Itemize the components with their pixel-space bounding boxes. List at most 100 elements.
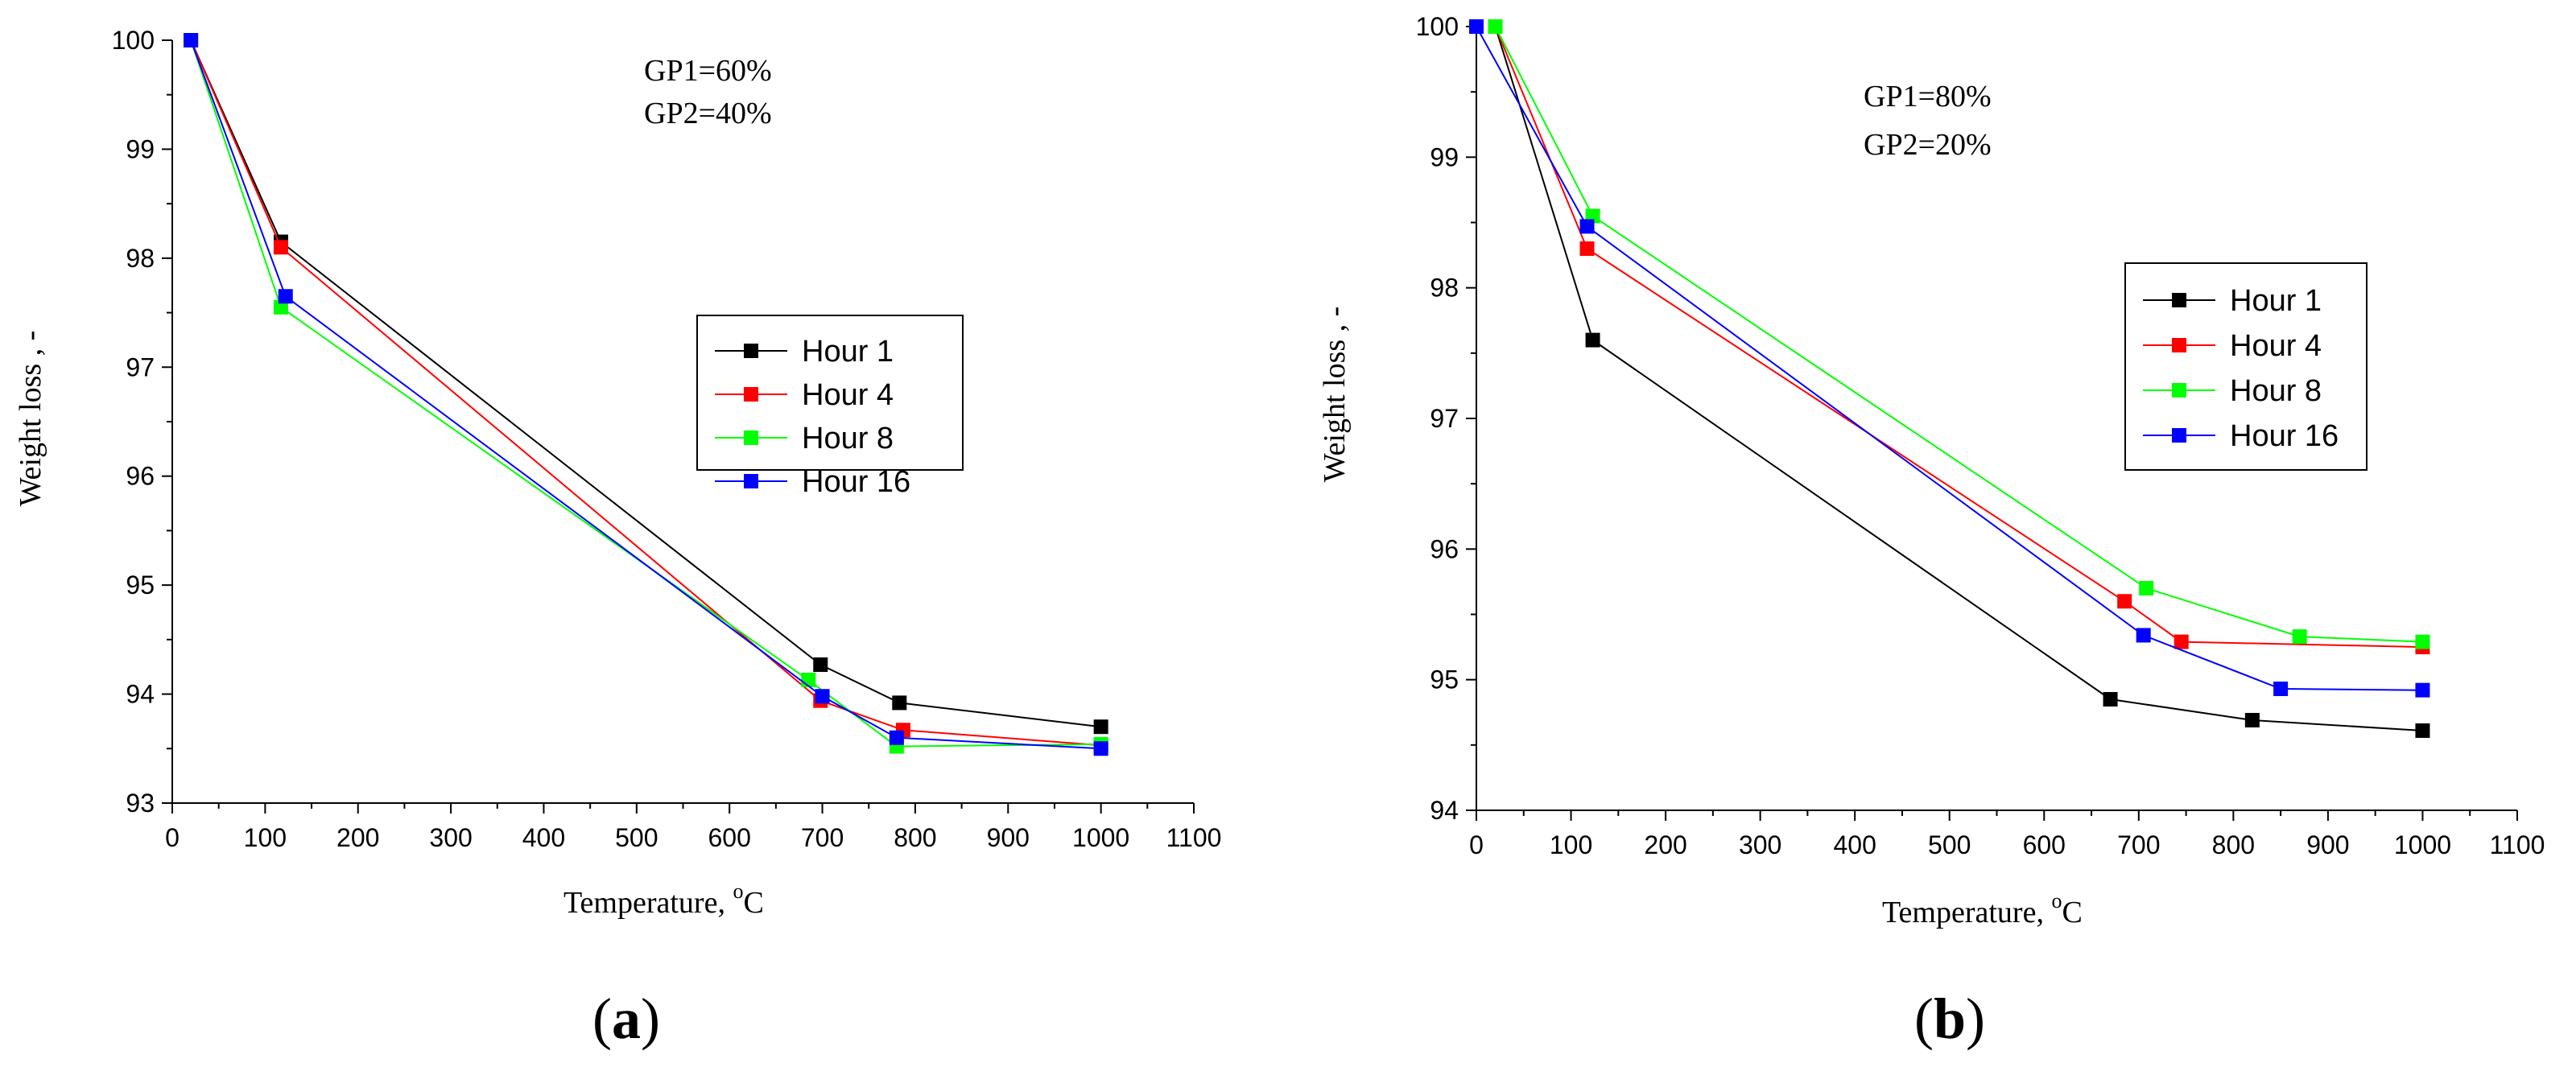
series-layer [184,33,1108,756]
data-point-hour-16 [815,689,830,704]
panel-label-a: (a) [592,987,660,1051]
panel-label-close: ) [641,987,660,1051]
panel-label-close: ) [1966,987,1985,1051]
legend-label-hour-4: Hour 4 [2230,329,2322,363]
y-axis: 94 95 96 97 98 99 100 [1416,12,1476,825]
data-point-hour-16 [1093,741,1108,756]
x-axis-label: Temperature, oC [564,880,764,920]
y-axis-label: Weight loss , - [14,331,47,507]
data-point-hour-16 [2136,628,2151,643]
y-tick-label: 97 [126,352,155,381]
x-tick-label: 200 [336,823,379,852]
x-tick-label: 100 [1550,830,1592,859]
x-axis-label-degree: o [733,880,743,903]
data-point-hour-16 [889,730,904,745]
y-axis-label: Weight loss , - [1318,307,1352,483]
panel-label-b: (b) [1914,987,1985,1051]
x-tick-label: 700 [2117,830,2160,859]
data-point-hour-4 [2174,634,2189,649]
x-tick-label: 300 [1739,830,1781,859]
y-tick-label: 98 [126,244,155,273]
x-tick-label: 300 [429,823,472,852]
legend-label-hour-16: Hour 16 [802,465,910,499]
data-point-hour-1 [2103,692,2118,707]
data-point-hour-16 [2273,682,2289,697]
data-point-hour-8 [2139,581,2154,596]
series-line-hour-16 [190,39,1101,750]
data-point-hour-1 [1093,719,1108,735]
x-tick-label: 1100 [1166,823,1222,852]
chart-panel-a: 0 100 200 300 400 500 600 700 800 900 1000 1100 93 9… [14,26,1221,1051]
x-tick-label: 400 [522,823,565,852]
legend-box [696,315,964,471]
chart-panel-b: 0 100 200 300 400 500 600 700 800 900 1000 1100 949… [1318,12,2545,1051]
panel-label-letter: a [612,987,641,1051]
legend-marker-hour-1 [2172,293,2186,307]
y-tick-label: 99 [126,134,155,163]
x-tick-label: 0 [1469,830,1484,859]
data-point-hour-1 [892,695,907,711]
y-axis: 93 94 95 96 97 98 99 100 [112,26,172,818]
x-axis-label-unit: C [743,886,763,920]
y-tick-label: 96 [1430,534,1459,563]
panel-label-open: ( [592,987,612,1051]
data-point-hour-1 [813,657,828,673]
data-point-hour-16 [1579,219,1595,234]
legend-marker-hour-4 [744,387,758,402]
x-axis-label-text: Temperature, [564,886,733,920]
annotation-gp1: GP1=80% [1864,80,1992,113]
legend-label-hour-4: Hour 4 [802,378,894,412]
legend-label-hour-1: Hour 1 [2230,284,2322,318]
data-point-hour-8 [2415,634,2430,649]
x-tick-label: 500 [615,823,658,852]
data-point-hour-4 [273,240,288,255]
y-tick-label: 100 [112,26,155,55]
y-tick-label: 97 [1430,404,1459,433]
series-layer [1469,19,2430,738]
x-tick-label: 700 [801,823,844,852]
panel-label-letter: b [1934,987,1966,1051]
x-tick-label: 800 [2212,830,2255,859]
series-line-hour-1 [190,39,1101,728]
panel-label-open: ( [1914,987,1934,1051]
data-point-hour-16 [278,289,293,304]
data-point-hour-16 [184,33,199,47]
x-tick-label: 1000 [1072,823,1129,852]
x-tick-label: 1100 [2490,830,2545,859]
y-tick-label: 100 [1416,12,1459,41]
y-tick-label: 95 [126,571,155,599]
legend-marker-hour-8 [2172,383,2186,398]
y-tick-label: 98 [1430,274,1459,303]
x-tick-label: 600 [708,823,750,852]
y-tick-label: 93 [126,789,155,818]
x-tick-label: 200 [1644,830,1686,859]
x-tick-label: 1000 [2394,830,2451,859]
x-tick-label: 100 [244,823,287,852]
data-point-hour-8 [1488,19,1503,34]
annotation-gp1: GP1=60% [644,54,772,88]
x-tick-label: 500 [1928,830,1971,859]
legend: Hour 1 Hour 4 Hour 8 Hour 16 [2124,262,2368,471]
x-tick-label: 900 [987,823,1030,852]
legend-label-hour-8: Hour 8 [802,422,894,455]
data-point-hour-4 [2117,594,2132,609]
y-tick-label: 99 [1430,142,1459,171]
legend-label-hour-1: Hour 1 [802,335,894,369]
x-tick-label: 400 [1833,830,1876,859]
legend-label-hour-16: Hour 16 [2230,419,2339,453]
x-tick-label: 600 [2023,830,2066,859]
annotation-gp2: GP2=40% [644,97,772,130]
data-point-hour-1 [1585,332,1600,348]
series-line-hour-4 [190,39,1101,747]
data-point-hour-1 [2415,723,2430,738]
data-point-hour-8 [2292,629,2307,645]
x-axis: 0 100 200 300 400 500 600 700 800 900 1000 1100 [165,803,1221,852]
legend-marker-hour-1 [744,344,758,358]
axes-frame [171,40,1194,804]
x-tick-label: 800 [894,823,936,852]
x-tick-label: 0 [165,823,180,852]
x-axis-label: Temperature, oC [1882,889,2083,929]
data-point-hour-16 [2415,682,2430,698]
data-point-hour-16 [1469,19,1484,34]
